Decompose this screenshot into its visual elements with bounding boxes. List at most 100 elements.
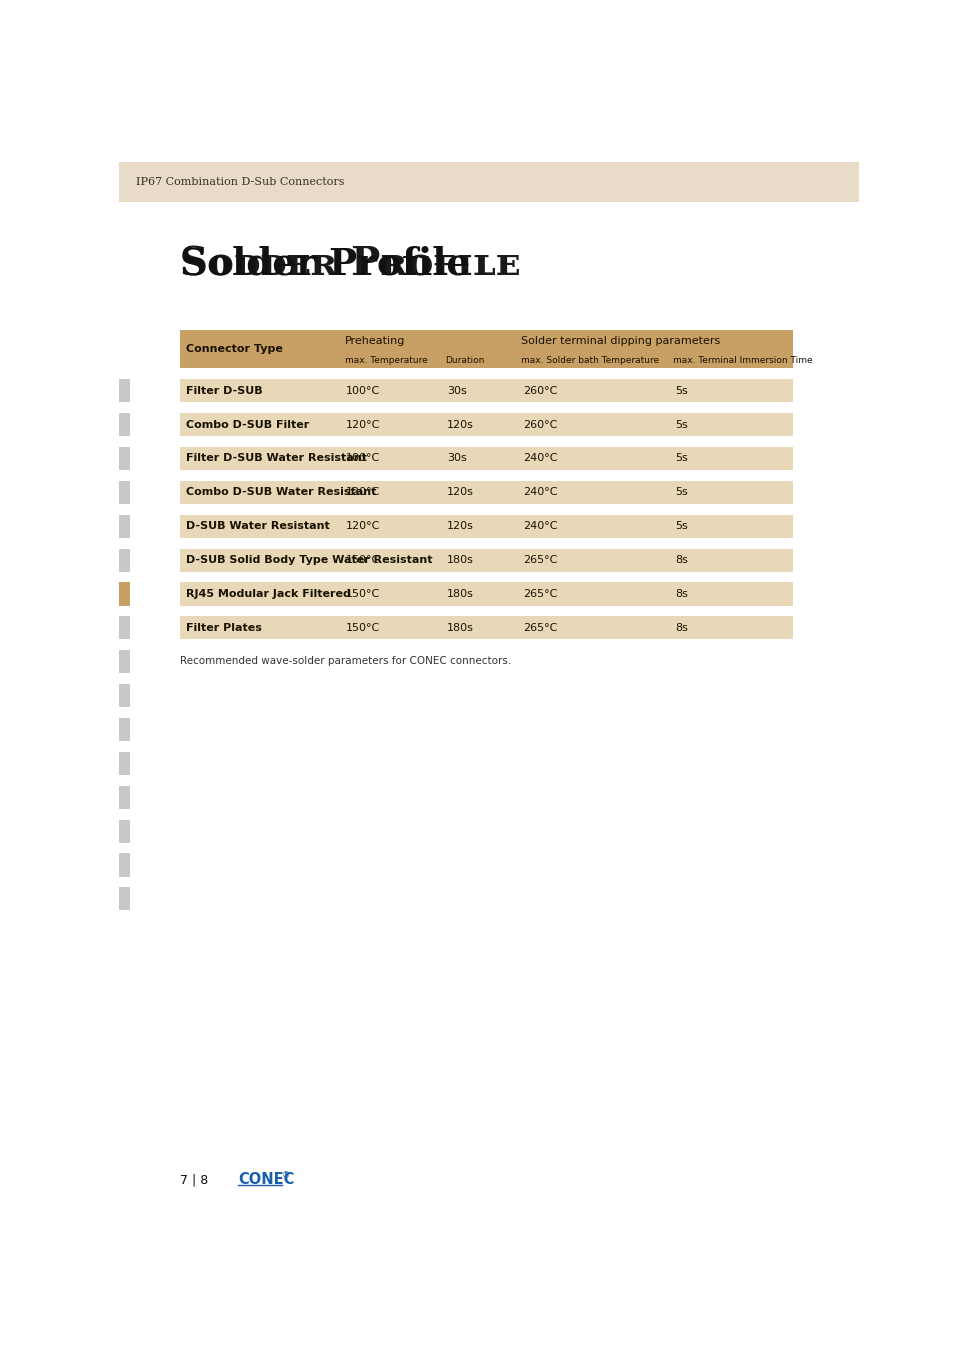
Bar xyxy=(340,582,440,606)
Bar xyxy=(668,514,793,537)
Bar xyxy=(119,718,130,741)
Bar xyxy=(668,413,793,436)
Bar xyxy=(340,329,517,352)
Bar xyxy=(179,514,340,537)
Bar xyxy=(119,819,130,842)
Bar xyxy=(179,329,340,369)
Text: IP67 Combination D-Sub Connectors: IP67 Combination D-Sub Connectors xyxy=(136,177,344,188)
Text: 120°C: 120°C xyxy=(346,487,380,497)
Bar xyxy=(119,162,858,202)
Text: 265°C: 265°C xyxy=(522,622,557,633)
Bar xyxy=(517,413,668,436)
Text: Combo D-SUB Filter: Combo D-SUB Filter xyxy=(186,420,309,429)
Text: 150°C: 150°C xyxy=(346,589,380,599)
Text: 260°C: 260°C xyxy=(522,386,557,396)
Text: Duration: Duration xyxy=(445,356,484,365)
Text: 240°C: 240°C xyxy=(522,521,557,531)
Text: RJ45 Modular Jack Filtered: RJ45 Modular Jack Filtered xyxy=(186,589,351,599)
Text: 5s: 5s xyxy=(674,521,687,531)
Bar xyxy=(179,617,340,640)
Bar xyxy=(119,684,130,707)
Bar xyxy=(119,447,130,470)
Text: max. Temperature: max. Temperature xyxy=(344,356,427,365)
Text: 150°C: 150°C xyxy=(346,622,380,633)
Bar xyxy=(340,481,440,504)
Bar xyxy=(517,329,793,352)
Text: 5s: 5s xyxy=(674,386,687,396)
Text: Preheating: Preheating xyxy=(344,336,405,347)
Bar xyxy=(340,617,440,640)
Bar xyxy=(119,582,130,606)
Bar xyxy=(340,379,440,402)
Bar xyxy=(119,887,130,910)
Bar xyxy=(517,617,668,640)
Text: ®: ® xyxy=(282,1172,290,1181)
Bar xyxy=(340,447,440,470)
Bar xyxy=(119,481,130,504)
Bar xyxy=(440,379,517,402)
Text: 240°C: 240°C xyxy=(522,487,557,497)
Text: 5s: 5s xyxy=(674,487,687,497)
Bar xyxy=(179,413,340,436)
Bar xyxy=(119,413,130,436)
Bar xyxy=(440,481,517,504)
Bar xyxy=(440,352,517,369)
Text: 8s: 8s xyxy=(674,589,687,599)
Bar xyxy=(517,582,668,606)
Bar xyxy=(119,617,130,640)
Bar xyxy=(440,548,517,571)
Bar xyxy=(119,752,130,775)
Bar xyxy=(440,447,517,470)
Bar xyxy=(668,447,793,470)
Bar xyxy=(119,853,130,876)
Bar xyxy=(517,379,668,402)
Bar xyxy=(119,514,130,537)
Text: 150°C: 150°C xyxy=(346,555,380,566)
Text: Sᴏᴅᴅᴇʀ Pʀᴏғɪʟᴇ: Sᴏᴅᴅᴇʀ Pʀᴏғɪʟᴇ xyxy=(179,246,519,284)
Text: 30s: 30s xyxy=(447,454,466,463)
Text: Solder terminal dipping parameters: Solder terminal dipping parameters xyxy=(521,336,720,347)
Bar xyxy=(340,548,440,571)
Text: 8s: 8s xyxy=(674,555,687,566)
Text: 120°C: 120°C xyxy=(346,420,380,429)
Text: 8s: 8s xyxy=(674,622,687,633)
Bar xyxy=(340,352,440,369)
Text: max. Solder bath Temperature: max. Solder bath Temperature xyxy=(521,356,659,365)
Text: Combo D-SUB Water Resistant: Combo D-SUB Water Resistant xyxy=(186,487,375,497)
Bar xyxy=(517,548,668,571)
Bar xyxy=(119,548,130,571)
Bar xyxy=(668,481,793,504)
Text: 120s: 120s xyxy=(447,521,474,531)
Bar xyxy=(179,548,340,571)
Bar xyxy=(440,514,517,537)
Bar xyxy=(668,352,793,369)
Bar xyxy=(517,514,668,537)
Text: 180s: 180s xyxy=(447,589,474,599)
Text: 260°C: 260°C xyxy=(522,420,557,429)
Bar xyxy=(668,617,793,640)
Bar xyxy=(517,352,668,369)
Bar xyxy=(119,651,130,674)
Text: 120°C: 120°C xyxy=(346,521,380,531)
Bar xyxy=(340,413,440,436)
Text: D-SUB Solid Body Type Water Resistant: D-SUB Solid Body Type Water Resistant xyxy=(186,555,432,566)
Bar xyxy=(440,582,517,606)
Text: 120s: 120s xyxy=(447,420,474,429)
Text: Connector Type: Connector Type xyxy=(186,344,282,354)
Text: Filter D-SUB Water Resistant: Filter D-SUB Water Resistant xyxy=(186,454,366,463)
Bar xyxy=(440,413,517,436)
Bar xyxy=(668,548,793,571)
Text: D-SUB Water Resistant: D-SUB Water Resistant xyxy=(186,521,330,531)
Text: Recommended wave-solder parameters for CONEC connectors.: Recommended wave-solder parameters for C… xyxy=(179,656,511,666)
Bar xyxy=(179,582,340,606)
Text: 180s: 180s xyxy=(447,622,474,633)
Bar xyxy=(517,447,668,470)
Bar xyxy=(340,514,440,537)
Text: Solder Profile: Solder Profile xyxy=(179,246,469,282)
Text: Filter Plates: Filter Plates xyxy=(186,622,261,633)
Text: Filter D-SUB: Filter D-SUB xyxy=(186,386,262,396)
Bar xyxy=(517,481,668,504)
Bar xyxy=(668,582,793,606)
Text: 7 | 8: 7 | 8 xyxy=(179,1173,208,1187)
Text: 5s: 5s xyxy=(674,420,687,429)
